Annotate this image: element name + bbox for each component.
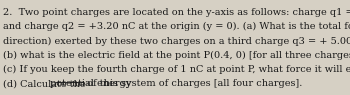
Text: potential energy: potential energy: [49, 79, 131, 88]
Text: and charge q2 = +3.20 nC at the origin (y = 0). (a) What is the total force (mag: and charge q2 = +3.20 nC at the origin (…: [3, 22, 350, 31]
Text: (d) Calculate the: (d) Calculate the: [3, 79, 89, 88]
Text: direction) exerted by these two charges on a third charge q3 = + 5.00 nC located: direction) exerted by these two charges …: [3, 36, 350, 46]
Text: (b) what is the electric field at the point P(0.4, 0) [for all three charges]?: (b) what is the electric field at the po…: [3, 51, 350, 60]
Text: (c) If you keep the fourth charge of 1 nC at point P, what force it will experie: (c) If you keep the fourth charge of 1 n…: [3, 65, 350, 74]
Text: 2.  Two point charges are located on the y-axis as follows: charge q1 = −1.50 nC: 2. Two point charges are located on the …: [3, 8, 350, 17]
Text: of this system of charges [all four charges].: of this system of charges [all four char…: [84, 79, 302, 88]
